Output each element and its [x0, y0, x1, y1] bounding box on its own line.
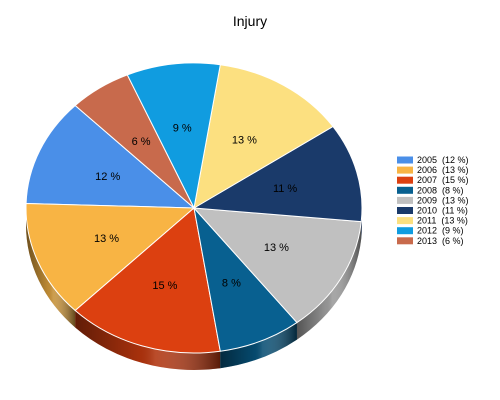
slice-label-2008: 8 % [222, 278, 241, 290]
pie-side-shade-2006 [26, 208, 76, 328]
pie-slice-2012 [126, 62, 221, 209]
legend-label-2006: 2006 (13 %) [417, 165, 469, 175]
pie-slice-2006 [25, 202, 195, 312]
legend-swatch-2007 [397, 176, 413, 184]
legend-label-2007: 2007 (15 %) [417, 175, 469, 185]
legend-label-2010: 2010 (11 %) [417, 206, 468, 216]
legend-swatch-2006 [397, 166, 413, 174]
slice-label-2005: 12 % [95, 171, 120, 183]
slice-label-2011: 13 % [232, 134, 257, 146]
legend-label-2009: 2009 (13 %) [417, 195, 469, 205]
pie-slice-2005 [25, 104, 195, 209]
legend-swatch-2005 [397, 156, 413, 164]
pie-slice-2010 [193, 125, 363, 223]
chart-title: Injury [233, 13, 267, 29]
slice-label-2006: 13 % [94, 233, 119, 245]
legend: 2005 (12 %)2006 (13 %)2007 (15 %)2008 (8… [397, 155, 469, 246]
legend-label-2008: 2008 (8 %) [417, 185, 464, 195]
legend-swatch-2012 [397, 227, 413, 235]
pie-side-shade-2009 [296, 221, 362, 340]
legend-swatch-2008 [397, 186, 413, 194]
pie-slice-2007 [74, 207, 221, 354]
slice-label-2013: 6 % [132, 136, 151, 148]
pie-labels: 12 % 13 % 15 % 8 % 13 % 11 % 13 % 9 % 6 % [94, 122, 297, 292]
pie-slice-2013 [74, 74, 195, 209]
legend-swatch-2010 [397, 207, 413, 214]
legend-swatch-2013 [397, 237, 413, 245]
legend-label-2011: 2011 (13 %) [417, 216, 468, 226]
legend-swatch-2009 [397, 196, 413, 204]
slice-label-2012: 9 % [173, 122, 192, 134]
legend-label-2005: 2005 (12 %) [417, 155, 469, 165]
slice-label-2009: 13 % [264, 242, 289, 254]
pie-top-layer [25, 62, 363, 354]
slice-label-2010: 11 % [273, 183, 297, 195]
legend-swatch-2011 [397, 217, 413, 225]
pie-slice-2011 [193, 64, 334, 209]
legend-label-2012: 2012 (9 %) [417, 226, 464, 236]
slice-label-2007: 15 % [152, 280, 177, 292]
pie-side-shade-2007 [75, 310, 221, 370]
pie-slice-2009 [193, 207, 362, 324]
legend-label-2013: 2013 (6 %) [417, 236, 464, 246]
